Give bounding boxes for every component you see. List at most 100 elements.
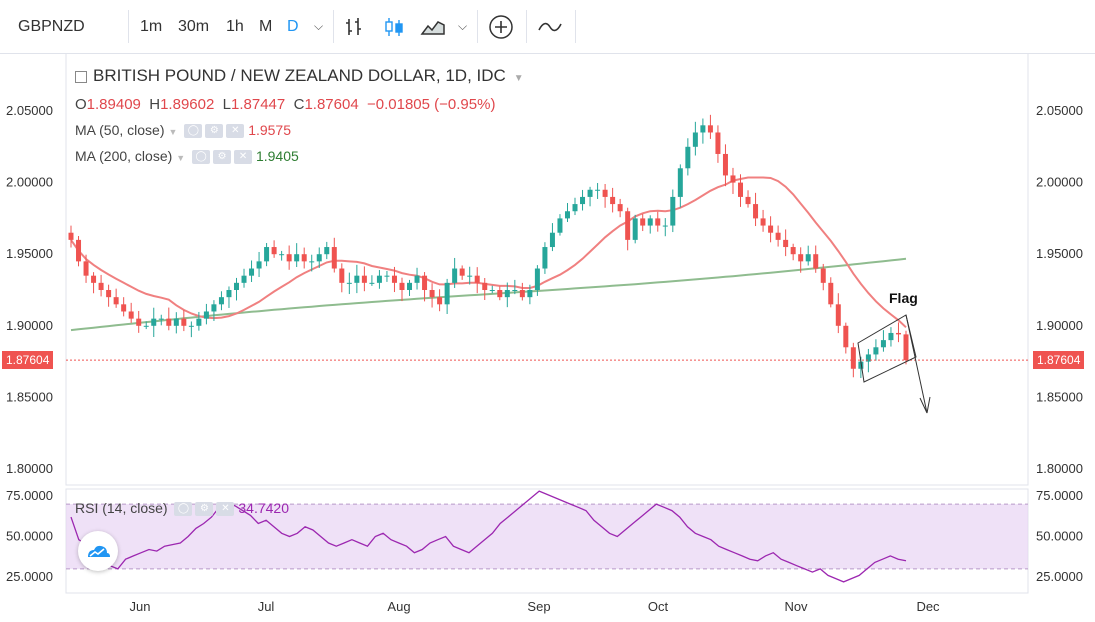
candle-body <box>158 318 164 320</box>
candle-body <box>775 232 781 240</box>
candle-body <box>670 196 676 226</box>
candle-body <box>865 354 871 362</box>
rsi-close-icon[interactable]: ✕ <box>216 502 235 517</box>
candle-body <box>106 290 112 298</box>
high-value: 1.89602 <box>160 96 215 113</box>
candle-body <box>580 196 586 205</box>
rsi-line <box>70 490 907 583</box>
price-chart[interactable]: 2.05000 2.05000 2.00000 2.00000 1.95000 1.950… <box>0 53 1095 622</box>
ma50-chevron-down-icon[interactable]: ▼ <box>168 127 178 137</box>
candle-body <box>843 325 849 348</box>
open-value: 1.89409 <box>86 96 141 113</box>
add-indicator-icon[interactable] <box>488 0 514 53</box>
ma200-chevron-down-icon[interactable]: ▼ <box>176 153 186 163</box>
price-axis-label-left: 1.90000 <box>6 318 53 333</box>
area-style-icon[interactable] <box>420 0 446 53</box>
candle-body <box>572 204 578 212</box>
toolbar-separator <box>526 10 527 43</box>
candle-body <box>602 189 608 197</box>
candle-body <box>437 297 443 305</box>
ma200-legend[interactable]: MA (200, close) ▼ ◯ ⚙ ✕ 1.9405 <box>75 148 299 165</box>
low-label: L <box>222 96 232 113</box>
candle-body <box>294 254 300 262</box>
resolution-1m[interactable]: 1m <box>140 17 163 35</box>
candle-body <box>760 218 766 226</box>
symbol-button[interactable]: GBPNZD <box>18 17 85 35</box>
title-chevron-down-icon[interactable]: ▼ <box>513 73 524 84</box>
time-axis-label: Aug <box>387 599 410 614</box>
resolution-1h[interactable]: 1h <box>226 17 244 35</box>
logo-cloud-icon <box>88 545 110 557</box>
time-axis-label: Jun <box>130 599 151 614</box>
candle-body <box>467 275 473 277</box>
chart-style-chevron-down-icon[interactable]: ⌵ <box>458 19 468 33</box>
ma50-legend[interactable]: MA (50, close) ▼ ◯ ⚙ ✕ 1.9575 <box>75 122 292 139</box>
tradingview-logo[interactable] <box>78 531 118 571</box>
ma50-visibility-icon[interactable]: ◯ <box>184 124 203 139</box>
top-toolbar: GBPNZD 1m 30m 1h M D ⌵ ⌵ <box>0 0 1095 54</box>
candle-body <box>459 268 465 276</box>
ma200-value: 1.9405 <box>255 148 299 164</box>
resolution-30m[interactable]: 30m <box>178 17 210 35</box>
ma200-label: MA (200, close) <box>75 148 173 164</box>
rsi-visibility-icon[interactable]: ◯ <box>174 502 193 517</box>
candle-body <box>121 304 127 312</box>
main-pane-border <box>65 53 1029 486</box>
toolbar-separator <box>477 10 478 43</box>
ma200-line <box>70 257 907 332</box>
price-axis-label-right: 2.05000 <box>1036 103 1083 118</box>
candle-body <box>369 282 375 284</box>
candle-body <box>301 254 307 262</box>
rsi-axis-label-right: 75.0000 <box>1036 488 1083 503</box>
candle-body <box>151 318 157 326</box>
resolution-day[interactable]: D <box>287 17 299 35</box>
rsi-legend[interactable]: RSI (14, close) ◯ ⚙ ✕ 34.7420 <box>75 500 289 517</box>
ma50-value: 1.9575 <box>248 122 292 138</box>
rsi-value: 34.7420 <box>238 500 289 516</box>
candle-body <box>880 340 886 348</box>
candle-body <box>166 318 172 326</box>
candle-body <box>316 254 322 262</box>
candle-body <box>324 247 330 255</box>
compare-wave-icon[interactable] <box>537 0 563 53</box>
bar-chart-style-icon[interactable] <box>344 0 366 53</box>
price-axis-label-right: 1.90000 <box>1036 318 1083 333</box>
candle-body <box>474 275 480 283</box>
ma200-close-icon[interactable]: ✕ <box>234 150 253 165</box>
toolbar-separator <box>575 10 576 43</box>
legend-title-row: BRITISH POUND / NEW ZEALAND DOLLAR, 1D, … <box>75 66 524 86</box>
candle-body <box>83 261 89 276</box>
price-axis-label-right: 2.00000 <box>1036 175 1083 190</box>
candle-body <box>279 254 285 256</box>
candle-body <box>655 218 661 226</box>
ma50-settings-icon[interactable]: ⚙ <box>205 124 224 139</box>
rsi-settings-icon[interactable]: ⚙ <box>195 502 214 517</box>
price-axis-label-left: 2.05000 <box>6 103 53 118</box>
candle-body <box>895 332 901 335</box>
resolution-month[interactable]: M <box>259 17 273 35</box>
ma50-close-icon[interactable]: ✕ <box>226 124 245 139</box>
candle-body <box>722 153 728 176</box>
rsi-axis-label-right: 50.0000 <box>1036 529 1083 544</box>
flag-annotation-label[interactable]: Flag <box>889 290 918 306</box>
candle-body <box>790 247 796 255</box>
candle-body <box>527 290 533 298</box>
resolution-chevron-down-icon[interactable]: ⌵ <box>314 19 324 33</box>
collapse-legend-icon[interactable] <box>75 71 87 84</box>
candle-body <box>587 189 593 197</box>
candlestick-style-icon[interactable] <box>383 0 405 53</box>
candle-body <box>422 275 428 290</box>
candle-body <box>700 125 706 133</box>
ma200-visibility-icon[interactable]: ◯ <box>192 150 211 165</box>
candle-body <box>534 268 540 290</box>
ma200-settings-icon[interactable]: ⚙ <box>213 150 232 165</box>
candle-body <box>68 232 74 240</box>
candle-body <box>452 268 458 283</box>
candle-body <box>519 290 525 298</box>
candle-body <box>361 275 367 283</box>
candle-body <box>753 204 759 219</box>
time-axis-label: Sep <box>527 599 550 614</box>
legend-title: BRITISH POUND / NEW ZEALAND DOLLAR, 1D, … <box>93 66 506 85</box>
candle-body <box>128 311 134 319</box>
candle-body <box>715 132 721 154</box>
